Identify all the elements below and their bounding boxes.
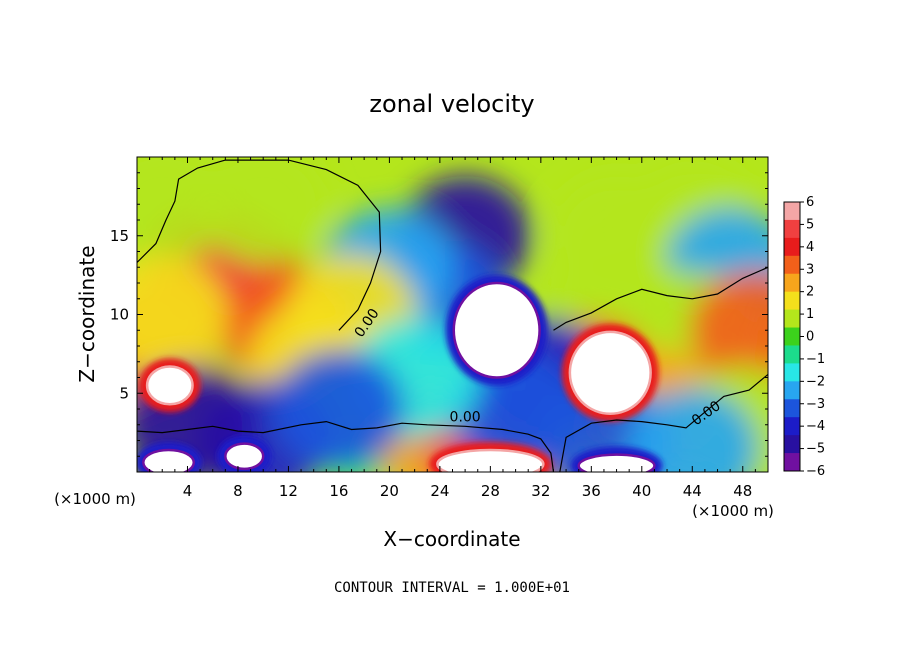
colorbar-swatch-1 xyxy=(784,219,800,239)
colorbar-tick-label-9: −3 xyxy=(806,397,825,412)
x-tick-label-1: 8 xyxy=(233,482,243,500)
colorbar-swatch-13 xyxy=(784,435,800,454)
x-axis-title: X−coordinate xyxy=(383,527,520,551)
out-of-range-area-3 xyxy=(436,448,545,472)
x-unit-left: (×1000 m) xyxy=(54,490,136,508)
out-of-range-area-5 xyxy=(142,448,196,472)
colorbar: 6 5 4 3 2 1 0 −1 −2 −3 −4 −5 −6 xyxy=(783,195,825,479)
colorbar-tick-label-11: −5 xyxy=(806,442,825,457)
x-tick-label-11: 48 xyxy=(733,482,752,500)
colorbar-tick-label-3: 3 xyxy=(806,262,814,277)
colorbar-swatch-9 xyxy=(784,363,800,382)
chart-title: zonal velocity xyxy=(369,90,534,118)
out-of-range-area-6 xyxy=(224,442,265,471)
colorbar-tick-label-1: 5 xyxy=(806,217,814,232)
colorbar-swatch-4 xyxy=(784,273,800,293)
x-axis-ticks: 4 8 12 16 20 24 28 32 36 40 44 48 xyxy=(149,157,756,500)
x-tick-label-10: 44 xyxy=(683,482,702,500)
colorbar-swatch-3 xyxy=(784,255,800,275)
colorbar-tick-label-7: −1 xyxy=(806,352,825,367)
x-tick-label-8: 36 xyxy=(582,482,601,500)
out-of-range-area-0 xyxy=(452,281,541,379)
x-tick-label-5: 24 xyxy=(430,482,449,500)
x-tick-label-3: 16 xyxy=(329,482,348,500)
colorbar-swatch-0 xyxy=(784,202,800,221)
colorbar-swatch-6 xyxy=(784,309,800,329)
heatmap-area: 0.000.00 0.00 xyxy=(137,157,768,472)
heatmap-region-13 xyxy=(137,254,228,375)
colorbar-swatch-5 xyxy=(784,291,800,311)
colorbar-swatch-7 xyxy=(784,327,800,346)
colorbar-tick-label-4: 2 xyxy=(806,285,814,300)
colorbar-tick-label-2: 4 xyxy=(806,240,814,255)
x-tick-label-0: 4 xyxy=(183,482,193,500)
colorbar-tick-label-0: 6 xyxy=(806,195,814,210)
y-tick-label-0: 5 xyxy=(119,384,129,402)
colorbar-swatch-2 xyxy=(784,237,800,257)
colorbar-swatch-12 xyxy=(784,417,800,436)
contour-interval-note: CONTOUR INTERVAL = 1.000E+01 xyxy=(334,580,570,596)
out-of-range-area-2 xyxy=(145,365,194,406)
colorbar-swatch-8 xyxy=(784,345,800,364)
x-tick-label-2: 12 xyxy=(279,482,298,500)
y-tick-label-2: 15 xyxy=(110,227,129,245)
colorbar-tick-label-8: −2 xyxy=(806,374,825,389)
heatmap-region-11 xyxy=(137,157,228,265)
out-of-range-area-1 xyxy=(568,330,652,415)
zero-contour-line-2 xyxy=(559,373,768,472)
x-tick-label-6: 28 xyxy=(481,482,500,500)
heatmap-region-10 xyxy=(197,157,329,265)
x-unit-right: (×1000 m) xyxy=(692,502,774,520)
out-of-range-areas xyxy=(137,275,663,472)
heatmap-region-29 xyxy=(626,388,758,472)
y-tick-label-1: 10 xyxy=(110,306,129,324)
heatmap-region-17 xyxy=(689,270,768,391)
y-axis-ticks: 5 10 15 xyxy=(110,172,768,457)
colorbar-tick-label-12: −6 xyxy=(806,464,825,479)
colorbar-tick-label-10: −4 xyxy=(806,419,825,434)
colorbar-tick-label-5: 1 xyxy=(806,307,814,322)
contour-label-1: 0.00 xyxy=(450,410,481,426)
zero-contour-line-3 xyxy=(553,266,768,331)
y-axis-title: Z−coordinate xyxy=(75,245,99,382)
x-tick-label-4: 20 xyxy=(380,482,399,500)
colorbar-swatch-10 xyxy=(784,381,800,400)
colorbar-swatch-14 xyxy=(784,453,800,472)
colorbar-tick-label-6: 0 xyxy=(806,330,814,345)
x-tick-label-9: 40 xyxy=(632,482,651,500)
colorbar-swatch-11 xyxy=(784,399,800,418)
zero-contour-line-1 xyxy=(137,420,555,472)
heatmap-region-31 xyxy=(273,349,405,469)
out-of-range-area-4 xyxy=(577,453,656,472)
x-tick-label-7: 32 xyxy=(531,482,550,500)
